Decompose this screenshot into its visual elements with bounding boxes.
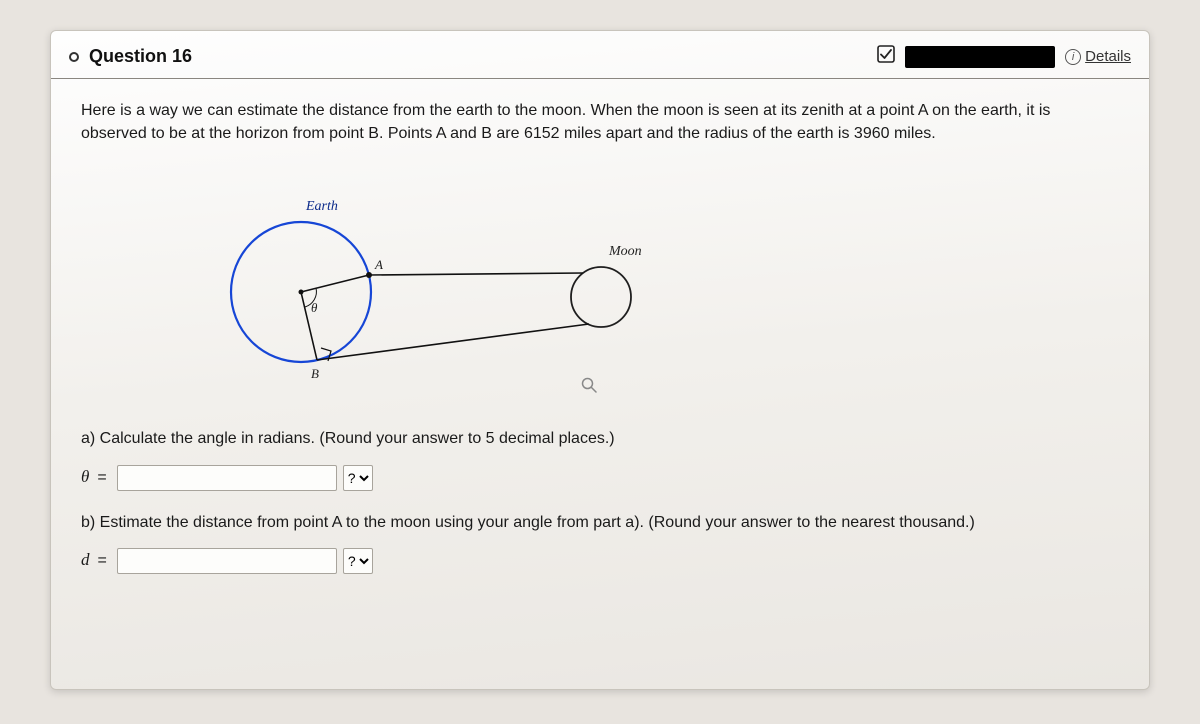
redacted-region: [905, 46, 1055, 68]
equals-sign-b: =: [98, 549, 107, 572]
svg-text:Earth: Earth: [305, 199, 338, 214]
question-header: Question 16 i Details: [51, 31, 1149, 79]
equals-sign: =: [97, 466, 106, 489]
theta-units-select[interactable]: ?: [343, 465, 373, 491]
info-icon: i: [1065, 49, 1081, 65]
theta-variable: θ: [81, 465, 89, 490]
svg-text:B: B: [311, 366, 319, 381]
theta-input[interactable]: [117, 465, 337, 491]
details-label: Details: [1085, 48, 1131, 65]
question-bullet-icon: [69, 52, 79, 62]
earth-moon-diagram: Earth Moon A Bθ: [201, 157, 721, 417]
magnify-icon[interactable]: [581, 377, 597, 400]
d-variable: d: [81, 548, 90, 573]
part-b-text: b) Estimate the distance from point A to…: [81, 511, 1119, 534]
details-button[interactable]: i Details: [1065, 48, 1131, 65]
svg-text:A: A: [374, 257, 383, 272]
part-a-answer-row: θ = ?: [81, 465, 1119, 491]
d-units-select[interactable]: ?: [343, 548, 373, 574]
question-title: Question 16: [89, 46, 192, 67]
part-b-answer-row: d = ?: [81, 548, 1119, 574]
checkbox-checked-icon[interactable]: [877, 45, 895, 68]
svg-text:θ: θ: [311, 300, 318, 315]
d-input[interactable]: [117, 548, 337, 574]
question-panel: Question 16 i Details Here is a way we c…: [50, 30, 1150, 690]
question-prompt: Here is a way we can estimate the distan…: [81, 99, 1119, 145]
svg-text:Moon: Moon: [608, 244, 642, 259]
part-a-text: a) Calculate the angle in radians. (Roun…: [81, 427, 1119, 450]
